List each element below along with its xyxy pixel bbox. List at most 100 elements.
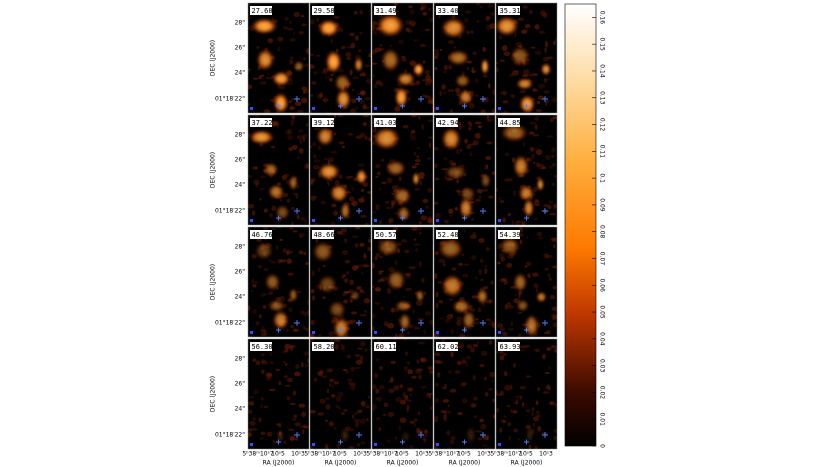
noise [421,124,424,131]
noise [518,348,526,352]
noise [542,56,549,62]
noise [427,365,433,371]
noise [525,375,531,378]
noise [419,221,422,225]
noise [306,48,309,55]
colorbar-tick-label: 0.05 [599,305,606,319]
noise [406,387,414,391]
noise [500,419,506,423]
emission-blob [476,288,489,305]
noise [553,40,556,45]
noise [360,441,366,445]
noise [478,437,482,441]
noise [553,203,557,209]
noise [402,296,406,299]
noise [458,262,464,266]
noise [296,214,300,220]
noise [442,91,448,95]
emission-blob [441,127,461,151]
emission-blob [256,48,275,71]
noise [514,221,520,225]
velocity-label: 35.31 [500,7,521,15]
noise [437,371,440,378]
noise [376,417,381,421]
noise [304,261,309,266]
noise [470,30,474,34]
noise [547,56,554,60]
noise [489,371,495,378]
velocity-label-box [436,118,458,127]
noise [522,5,528,9]
noise [266,431,273,437]
noise [259,404,264,409]
noise [496,350,500,354]
noise [461,253,465,256]
noise [418,374,423,380]
noise [412,308,415,315]
noise [301,86,308,91]
cross-marker [276,432,300,445]
noise [374,47,382,53]
noise [349,69,353,76]
emission-blob [273,92,289,113]
y-tick-label: 28" [235,244,246,251]
noise [374,372,378,378]
noise [382,413,387,416]
noise [341,293,347,297]
noise [302,312,308,317]
noise [434,352,441,357]
noise [475,276,478,280]
emission-blob [412,171,420,186]
beam-marker [374,331,377,334]
noise [476,19,480,23]
noise [290,221,294,225]
emission-blob [452,299,471,314]
noise [550,344,557,349]
noise [485,164,489,169]
noise [346,354,352,359]
noise [301,411,307,418]
noise [258,187,265,191]
noise [534,198,539,204]
noise [261,360,268,365]
noise [457,412,463,415]
noise [499,59,505,62]
emission [496,339,557,449]
velocity-label-box [312,118,334,127]
noise [351,428,354,431]
noise [259,81,267,85]
noise [390,376,394,383]
noise [443,419,448,422]
noise [471,66,474,73]
noise [294,101,302,107]
emission-blob [340,427,350,443]
noise [269,351,273,357]
noise [500,278,507,282]
noise [422,60,425,64]
noise [350,42,356,49]
noise [519,89,527,94]
emission-blob [415,289,425,303]
noise [511,219,514,225]
noise [312,221,319,225]
noise [293,328,298,333]
noise [289,227,294,230]
noise [286,377,294,383]
noise [375,175,379,178]
noise [312,142,316,147]
noise [504,152,510,157]
emission-blob [459,196,473,220]
noise [403,365,409,372]
noise [338,174,343,179]
noise [435,397,438,404]
noise [428,394,432,399]
emission-blob [516,77,534,90]
noise [329,378,335,383]
noise [442,414,448,420]
noise [409,420,415,424]
noise [447,370,452,374]
noise [413,39,420,42]
velocity-label: 62.02 [438,343,459,351]
colorbar-tick-label: 0 [599,444,606,448]
noise [372,24,376,31]
